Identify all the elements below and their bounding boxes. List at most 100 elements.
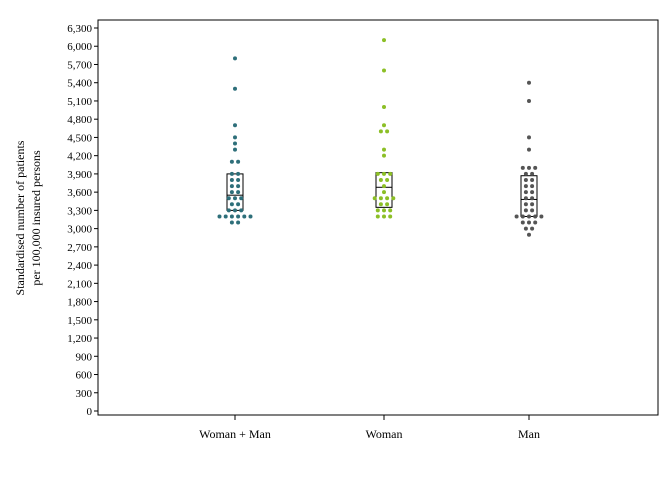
data-point (236, 214, 241, 219)
data-point (382, 123, 386, 128)
data-point (378, 202, 383, 207)
y-tick-label: 3,000 (67, 224, 92, 236)
data-point (527, 80, 531, 85)
y-axis-label-line1: Standardised number of patients (13, 140, 27, 295)
y-tick-label: 600 (76, 370, 93, 382)
data-point (520, 214, 525, 219)
data-point (523, 171, 528, 176)
y-axis-label-line2: per 100,000 insured persons (29, 150, 43, 286)
data-point (236, 202, 241, 207)
data-point (233, 196, 237, 201)
data-point (382, 147, 386, 152)
y-tick-label: 5,700 (67, 59, 92, 71)
data-point (233, 123, 237, 128)
y-tick-label: 1,200 (67, 333, 92, 345)
y-tick-label: 0 (87, 406, 93, 418)
data-point (229, 220, 234, 225)
data-point (530, 196, 535, 201)
data-point (242, 214, 247, 219)
data-point (229, 159, 234, 164)
data-point (391, 196, 396, 201)
data-point (236, 220, 241, 225)
plot-frame (97, 19, 659, 416)
data-point (375, 171, 380, 176)
data-point (527, 220, 531, 225)
data-point (388, 171, 393, 176)
data-point (539, 214, 544, 219)
y-tick-label: 1,500 (67, 315, 92, 327)
data-point (229, 184, 234, 189)
data-point (236, 171, 241, 176)
data-point (385, 177, 390, 182)
data-point (375, 208, 380, 213)
data-point (229, 171, 234, 176)
iqr-box (520, 175, 538, 217)
data-point (382, 105, 386, 110)
data-point (523, 177, 528, 182)
data-point (530, 171, 535, 176)
data-point (239, 208, 244, 213)
data-point (236, 184, 241, 189)
data-point (533, 165, 538, 170)
data-point (233, 208, 237, 213)
x-tick-label: Woman (365, 427, 402, 441)
data-point (530, 226, 535, 231)
iqr-box (375, 172, 393, 208)
data-point (530, 202, 535, 207)
data-point (514, 214, 519, 219)
data-point (533, 220, 538, 225)
data-point (236, 177, 241, 182)
data-point (533, 214, 538, 219)
y-tick-label: 4,500 (67, 132, 92, 144)
data-point (226, 208, 231, 213)
y-tick-label: 1,800 (67, 297, 92, 309)
data-point (375, 214, 380, 219)
data-point (382, 184, 386, 189)
data-point (527, 232, 531, 237)
data-point (530, 177, 535, 182)
data-point (527, 98, 531, 103)
data-point (382, 171, 386, 176)
data-point (385, 196, 390, 201)
data-point (382, 214, 386, 219)
data-point (229, 190, 234, 195)
data-point (382, 68, 386, 73)
data-point (530, 184, 535, 189)
y-tick-label: 900 (76, 351, 93, 363)
y-tick-label: 4,200 (67, 151, 92, 163)
y-tick-label: 5,100 (67, 96, 92, 108)
data-point (388, 208, 393, 213)
data-point (248, 214, 253, 219)
x-tick-label: Woman + Man (199, 427, 271, 441)
data-point (382, 208, 386, 213)
data-point (382, 38, 386, 43)
y-tick-label: 4,800 (67, 114, 92, 126)
data-point (233, 135, 237, 140)
data-point (523, 196, 528, 201)
data-point (388, 214, 393, 219)
y-tick-label: 3,600 (67, 187, 92, 199)
data-point (530, 190, 535, 195)
data-point (527, 165, 531, 170)
y-axis: 0 300 600 900 1,200 1,500 1,800 2,100 2,400 2,700… (67, 23, 98, 418)
data-point (229, 202, 234, 207)
data-point (378, 196, 383, 201)
y-tick-label: 2,100 (67, 278, 92, 290)
data-point (527, 135, 531, 140)
y-tick-label: 2,700 (67, 242, 92, 254)
iqr-box (226, 173, 244, 211)
data-point (382, 153, 386, 158)
data-point (236, 190, 241, 195)
data-point (233, 86, 237, 91)
data-point (523, 208, 528, 213)
data-point (229, 214, 234, 219)
y-tick-label: 6,000 (67, 41, 92, 53)
y-tick-label: 3,900 (67, 169, 92, 181)
data-point (372, 196, 377, 201)
data-point (385, 202, 390, 207)
y-tick-label: 3,300 (67, 205, 92, 217)
data-point (233, 147, 237, 152)
data-point (523, 202, 528, 207)
